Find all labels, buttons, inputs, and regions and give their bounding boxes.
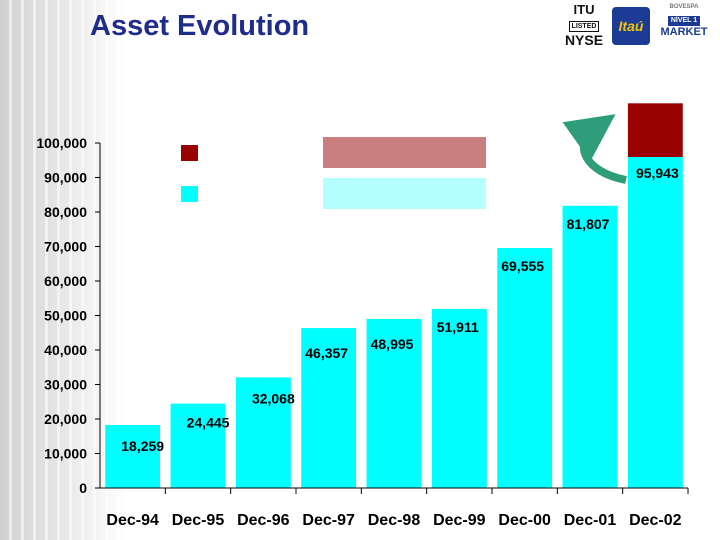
bar-dec-96 (235, 377, 291, 488)
data-label: 81,807 (567, 216, 610, 232)
x-tick-label: Dec-02 (629, 512, 682, 529)
x-tick-label: Dec-94 (106, 512, 159, 529)
itau-logo-text: Itaú (618, 18, 644, 34)
nyse-logo-ticker: ITU (573, 2, 595, 17)
bar-dec-01 (562, 205, 618, 488)
legend-label-box-red (323, 137, 486, 168)
x-tick-label: Dec-95 (172, 512, 225, 529)
legend-label-box-cyan (323, 178, 486, 209)
y-tick-label: 80,000 (44, 204, 87, 220)
logo-strip: ITU LISTED NYSE Itaú BOVESPA NÍVEL 1 MAR… (562, 2, 712, 50)
legend-swatch-red (181, 145, 198, 161)
data-label: 48,995 (371, 336, 414, 352)
x-tick-label: Dec-99 (433, 512, 486, 529)
bar-top-segment-dec-02 (627, 103, 683, 157)
page-title: Asset Evolution (90, 10, 310, 42)
bovespa-market-logo: BOVESPA NÍVEL 1 MARKET (656, 4, 712, 48)
x-tick-label: Dec-98 (368, 512, 421, 529)
y-tick-label: 50,000 (44, 308, 87, 324)
bar-dec-98 (366, 318, 422, 488)
market-logo-line1: BOVESPA (669, 4, 699, 10)
bar-dec-95 (170, 403, 226, 488)
legend-swatch-cyan (181, 186, 198, 202)
itau-logo: Itaú (612, 7, 650, 45)
nyse-logo-name: NYSE (564, 32, 604, 48)
y-tick-label: 40,000 (44, 342, 87, 358)
data-label: 51,911 (437, 319, 479, 335)
x-tick-label: Dec-96 (237, 512, 290, 529)
y-tick-label: 60,000 (44, 273, 87, 289)
data-label: 18,259 (121, 438, 164, 454)
x-tick-label: Dec-97 (302, 512, 355, 529)
y-tick-label: 90,000 (44, 170, 87, 186)
data-label: 69,555 (501, 258, 544, 274)
background-building-photo (0, 0, 125, 540)
y-tick-label: 10,000 (44, 446, 87, 462)
bar-dec-97 (301, 328, 357, 488)
bar-dec-02 (627, 156, 683, 488)
x-tick-label: Dec-00 (498, 512, 551, 529)
y-tick-label: 0 (79, 480, 87, 496)
data-label: 32,068 (252, 390, 295, 406)
y-tick-label: 20,000 (44, 411, 87, 427)
data-label: 24,445 (187, 415, 230, 431)
y-tick-label: 70,000 (44, 239, 87, 255)
bar-dec-00 (497, 248, 553, 488)
x-tick-label: Dec-01 (564, 512, 617, 529)
growth-arrow-icon (562, 114, 627, 184)
y-tick-label: 30,000 (44, 377, 87, 393)
nyse-logo-listed: LISTED (568, 21, 600, 32)
nyse-logo: ITU LISTED NYSE (562, 3, 606, 49)
data-label: 95,943 (636, 165, 679, 181)
bar-dec-99 (431, 308, 487, 488)
market-logo-line2: NÍVEL 1 (667, 16, 701, 26)
bar-dec-94 (105, 425, 161, 488)
market-logo-line3: MARKET (660, 26, 708, 39)
y-tick-label: 100,000 (36, 135, 87, 151)
data-label: 46,357 (305, 345, 348, 361)
